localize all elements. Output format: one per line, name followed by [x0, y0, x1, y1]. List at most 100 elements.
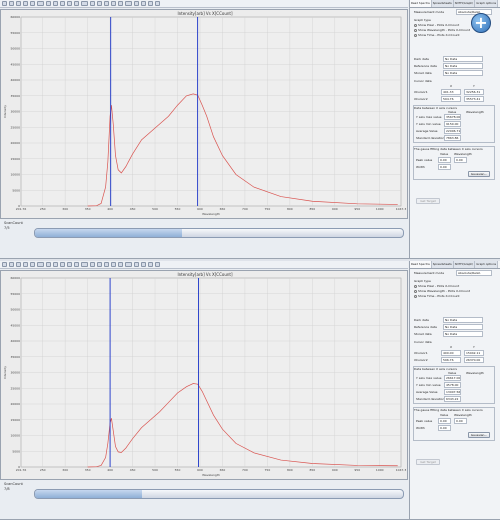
x-tick-label: 750	[265, 468, 271, 472]
tab-2[interactable]: SDTH(Graph)	[453, 0, 476, 7]
tab-3[interactable]: Graph options	[475, 0, 499, 7]
print-icon[interactable]	[46, 1, 51, 6]
help-icon[interactable]	[134, 1, 139, 6]
marker-icon[interactable]	[104, 1, 109, 6]
y-tick-label: 60000	[10, 276, 20, 280]
zoom-in-icon[interactable]: +	[471, 13, 491, 33]
peak-label: Peak value	[416, 158, 433, 162]
line-icon[interactable]	[23, 1, 28, 6]
x-tick-label: 201.76	[16, 207, 27, 211]
stored-data-label: Stored data	[414, 71, 432, 75]
cursor1-y[interactable]: 15042.11	[464, 350, 484, 356]
radio-icon[interactable]	[414, 289, 417, 293]
radio-icon[interactable]	[414, 33, 417, 37]
cursor1-x[interactable]: 401.33	[441, 89, 461, 95]
tab-1[interactable]: Spreadsheets	[431, 261, 454, 268]
undo-icon[interactable]	[111, 262, 116, 267]
autoscale-icon[interactable]	[81, 262, 88, 267]
avg-label: Average Value	[416, 129, 438, 133]
print-icon[interactable]	[46, 262, 51, 267]
measurement-mode-select[interactable]: Absolute/Relat.	[456, 270, 492, 276]
export-icon[interactable]	[90, 1, 95, 6]
legend-icon[interactable]	[74, 1, 79, 6]
info-icon[interactable]	[141, 1, 146, 6]
autoscale-icon[interactable]	[81, 1, 88, 6]
undo-icon[interactable]	[111, 1, 116, 6]
get-target-button[interactable]: Get Target	[416, 459, 440, 465]
gauss-wavelength-header: Wavelength	[454, 413, 472, 417]
cursor2-x[interactable]: 594.76	[441, 96, 461, 102]
radio-icon[interactable]	[414, 294, 417, 298]
tab-1[interactable]: Spreadsheets	[431, 0, 454, 7]
graph-type-option-1[interactable]: Show Wavelength - Plots X-CCount	[414, 289, 470, 293]
pen-icon[interactable]	[30, 1, 35, 6]
pen-icon[interactable]	[30, 262, 35, 267]
color-icon[interactable]	[37, 1, 44, 6]
fit-icon[interactable]	[155, 262, 160, 267]
refresh-icon[interactable]	[148, 262, 153, 267]
cursor2-x[interactable]: 596.76	[441, 357, 461, 363]
scan-progress-fill	[35, 490, 142, 498]
legend-icon[interactable]	[74, 262, 79, 267]
info-icon[interactable]	[141, 262, 146, 267]
export-icon[interactable]	[90, 262, 95, 267]
save-icon[interactable]	[60, 262, 65, 267]
spectrum-pane-1: Intensity[arb] Vs X[CCount] 0 5000 10000 150…	[0, 0, 500, 259]
graph-type-option-2[interactable]: Show Time - Plots X-CCount	[414, 294, 460, 298]
reference-data-label: Reference data	[414, 325, 437, 329]
gaussian-button[interactable]: Gaussian...	[468, 171, 490, 177]
pan-icon[interactable]	[16, 1, 21, 6]
settings-icon[interactable]	[125, 1, 132, 6]
help-icon[interactable]	[134, 262, 139, 267]
reference-data-value: No Data	[443, 63, 483, 69]
peak-value: 0.00	[438, 418, 451, 424]
cursor-icon[interactable]	[2, 1, 7, 6]
copy-icon[interactable]	[53, 262, 58, 267]
cursor1-x[interactable]: 400.00	[441, 350, 461, 356]
graph-type-option-0[interactable]: Show Pixel - Plots X-CCount	[414, 284, 459, 288]
radio-icon[interactable]	[414, 28, 417, 32]
get-target-button[interactable]: Get Target	[416, 198, 440, 204]
radio-icon[interactable]	[414, 23, 417, 27]
tab-0[interactable]: Read Spectra	[410, 0, 432, 7]
radio-icon[interactable]	[414, 284, 417, 288]
cursor2-y[interactable]: 35573.41	[464, 96, 484, 102]
x-tick-label: 800	[287, 468, 293, 472]
dark-data-label: Dark data	[414, 57, 429, 61]
tab-0[interactable]: Read Spectra	[410, 261, 432, 268]
cursor-icon[interactable]	[2, 262, 7, 267]
tab-2[interactable]: SDTH(Graph)	[453, 261, 476, 268]
line-icon[interactable]	[23, 262, 28, 267]
graph-type-option-1[interactable]: Show Wavelength - Plots X-CCount	[414, 28, 470, 32]
grid-icon[interactable]	[67, 262, 72, 267]
std-label: Standard deviation	[416, 136, 445, 140]
zoom-icon[interactable]	[9, 262, 14, 267]
color-icon[interactable]	[37, 262, 44, 267]
graph-type-option-label: Show Wavelength - Plots X-CCount	[418, 28, 470, 32]
redo-icon[interactable]	[118, 262, 123, 267]
axis-icon[interactable]	[97, 262, 102, 267]
fit-icon[interactable]	[155, 1, 160, 6]
y-axis-label: Intensity	[3, 105, 7, 118]
save-icon[interactable]	[60, 1, 65, 6]
settings-icon[interactable]	[125, 262, 132, 267]
graph-type-option-0[interactable]: Show Pixel - Plots X-CCount	[414, 23, 459, 27]
tab-3[interactable]: Graph options	[475, 261, 499, 268]
graph-type-option-2[interactable]: Show Time - Plots X-CCount	[414, 33, 460, 37]
cursor2-y[interactable]: 26370.00	[464, 357, 484, 363]
gaussian-button[interactable]: Gaussian...	[468, 432, 490, 438]
copy-icon[interactable]	[53, 1, 58, 6]
y-tick-label: 50000	[10, 47, 20, 51]
y-tick-label: 45000	[10, 62, 20, 66]
zoom-icon[interactable]	[9, 1, 14, 6]
x-tick-label: 600	[197, 468, 203, 472]
marker-icon[interactable]	[104, 262, 109, 267]
x-tick-label: 300	[62, 207, 68, 211]
pan-icon[interactable]	[16, 262, 21, 267]
grid-icon[interactable]	[67, 1, 72, 6]
axis-icon[interactable]	[97, 1, 102, 6]
cursor1-y[interactable]: 32256.31	[464, 89, 484, 95]
redo-icon[interactable]	[118, 1, 123, 6]
y-axis-label: Intensity	[3, 366, 7, 379]
refresh-icon[interactable]	[148, 1, 153, 6]
